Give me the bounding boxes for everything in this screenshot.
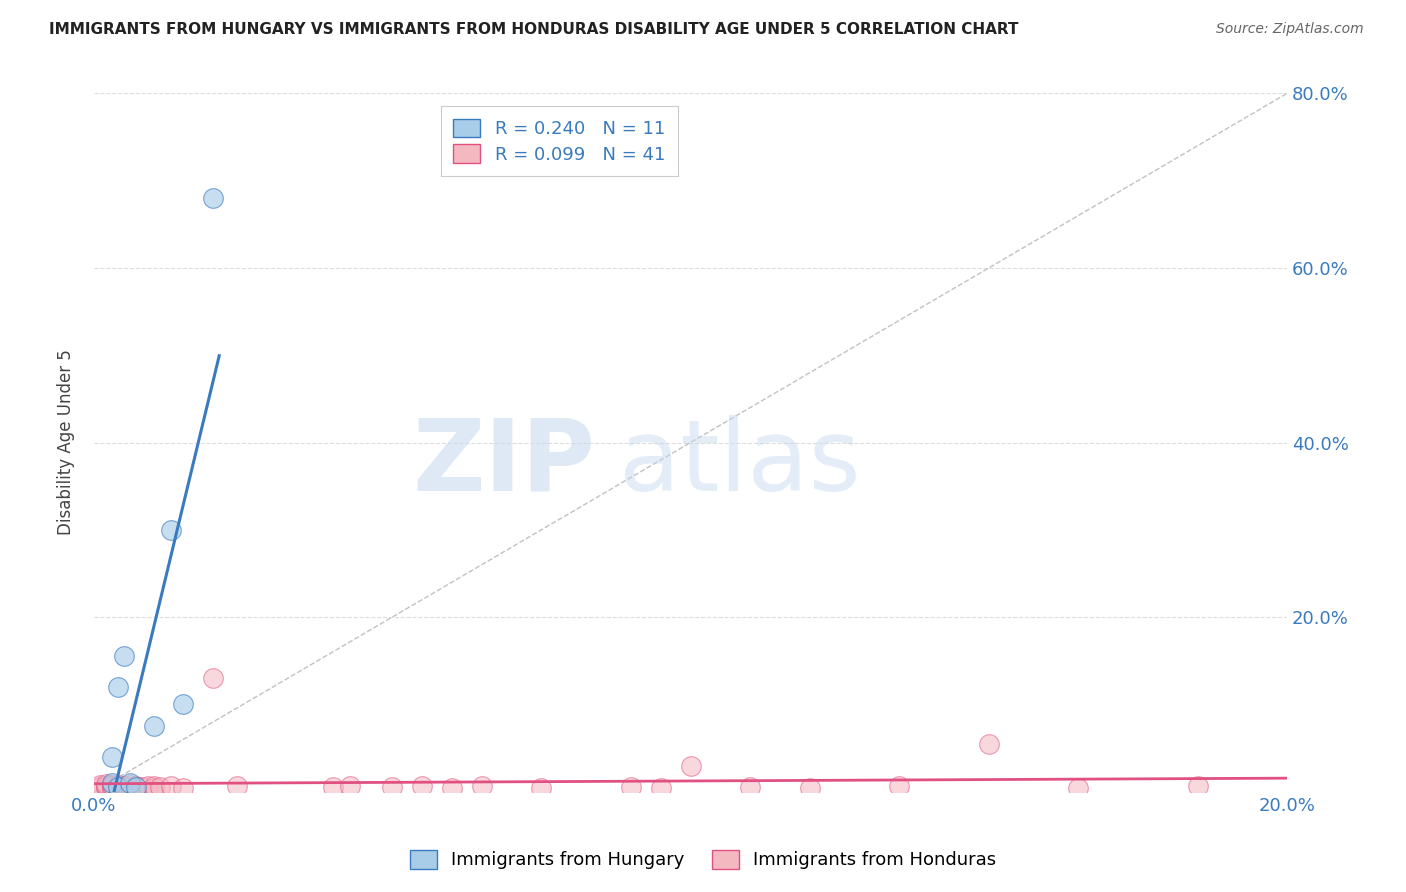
Legend: R = 0.240   N = 11, R = 0.099   N = 41: R = 0.240 N = 11, R = 0.099 N = 41	[440, 106, 678, 177]
Point	[136, 780, 159, 794]
Point	[160, 523, 183, 537]
Point	[1187, 779, 1209, 793]
Point	[142, 719, 165, 733]
Point	[89, 778, 111, 792]
Text: Source: ZipAtlas.com: Source: ZipAtlas.com	[1216, 22, 1364, 37]
Point	[530, 781, 553, 796]
Text: atlas: atlas	[619, 415, 860, 512]
Point	[411, 780, 433, 794]
Point	[125, 781, 148, 796]
Point	[112, 649, 135, 664]
Point	[101, 776, 124, 790]
Point	[440, 781, 463, 796]
Point	[172, 781, 194, 796]
Point	[889, 780, 911, 794]
Point	[101, 778, 124, 792]
Point	[112, 781, 135, 796]
Point	[118, 780, 141, 795]
Point	[107, 780, 129, 795]
Point	[118, 776, 141, 790]
Point	[94, 777, 117, 791]
Text: ZIP: ZIP	[412, 415, 595, 512]
Point	[125, 780, 148, 795]
Point	[94, 781, 117, 796]
Point	[977, 737, 1000, 751]
Point	[107, 680, 129, 694]
Text: IMMIGRANTS FROM HUNGARY VS IMMIGRANTS FROM HONDURAS DISABILITY AGE UNDER 5 CORRE: IMMIGRANTS FROM HUNGARY VS IMMIGRANTS FR…	[49, 22, 1019, 37]
Y-axis label: Disability Age Under 5: Disability Age Under 5	[58, 350, 75, 535]
Point	[1067, 781, 1090, 796]
Point	[202, 191, 225, 205]
Point	[131, 780, 153, 795]
Point	[101, 749, 124, 764]
Point	[142, 781, 165, 796]
Point	[89, 780, 111, 795]
Point	[381, 780, 404, 795]
Point	[339, 779, 361, 793]
Point	[107, 780, 129, 795]
Point	[101, 782, 124, 797]
Point	[620, 780, 643, 795]
Legend: Immigrants from Hungary, Immigrants from Honduras: Immigrants from Hungary, Immigrants from…	[401, 841, 1005, 879]
Point	[94, 780, 117, 794]
Point	[142, 779, 165, 793]
Point	[471, 780, 494, 794]
Point	[112, 779, 135, 793]
Point	[650, 781, 672, 796]
Point	[101, 780, 124, 794]
Point	[125, 779, 148, 793]
Point	[740, 780, 762, 795]
Point	[322, 780, 344, 795]
Point	[160, 780, 183, 794]
Point	[148, 780, 170, 795]
Point	[107, 778, 129, 792]
Point	[679, 758, 702, 772]
Point	[172, 698, 194, 712]
Point	[799, 781, 821, 796]
Point	[202, 671, 225, 685]
Point	[226, 779, 249, 793]
Point	[118, 778, 141, 792]
